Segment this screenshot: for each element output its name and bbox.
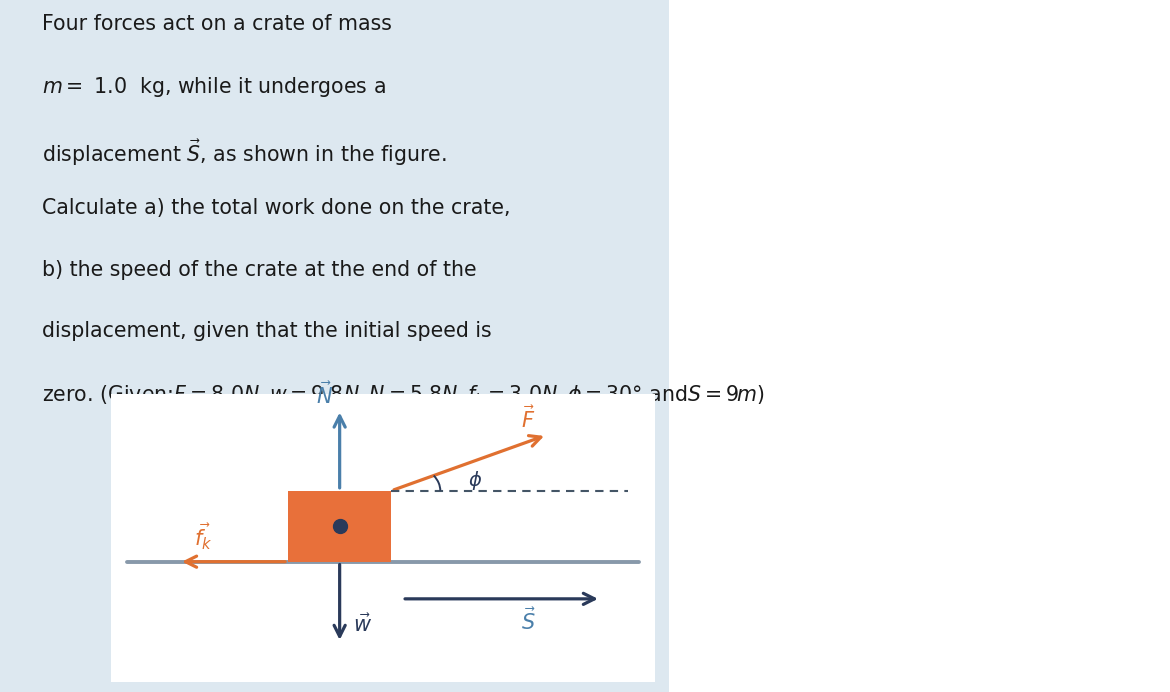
Text: $m =$ 1.0  kg, while it undergoes a: $m =$ 1.0 kg, while it undergoes a <box>42 75 386 99</box>
Text: b) the speed of the crate at the end of the: b) the speed of the crate at the end of … <box>42 260 476 280</box>
Text: $\vec{N}$: $\vec{N}$ <box>316 381 333 408</box>
Text: zero. (Given:$F = 8.0N, w = 9.8N, N = 5.8N, f_k = 3.0N, \phi = 30°$ and$S = 9m$): zero. (Given:$F = 8.0N, w = 9.8N, N = 5.… <box>42 383 765 406</box>
Text: $\vec{f_k}$: $\vec{f_k}$ <box>194 522 213 552</box>
Text: displacement $\vec{S}$, as shown in the figure.: displacement $\vec{S}$, as shown in the … <box>42 137 447 167</box>
Text: $\vec{S}$: $\vec{S}$ <box>522 608 536 634</box>
Text: $\vec{w}$: $\vec{w}$ <box>353 613 372 635</box>
Bar <box>288 491 391 562</box>
Text: Four forces act on a crate of mass: Four forces act on a crate of mass <box>42 14 392 34</box>
Text: $\phi$: $\phi$ <box>468 468 482 492</box>
Text: Calculate a) the total work done on the crate,: Calculate a) the total work done on the … <box>42 198 510 218</box>
Text: $\vec{F}$: $\vec{F}$ <box>521 405 535 432</box>
Text: displacement, given that the initial speed is: displacement, given that the initial spe… <box>42 321 491 341</box>
FancyBboxPatch shape <box>105 391 661 685</box>
